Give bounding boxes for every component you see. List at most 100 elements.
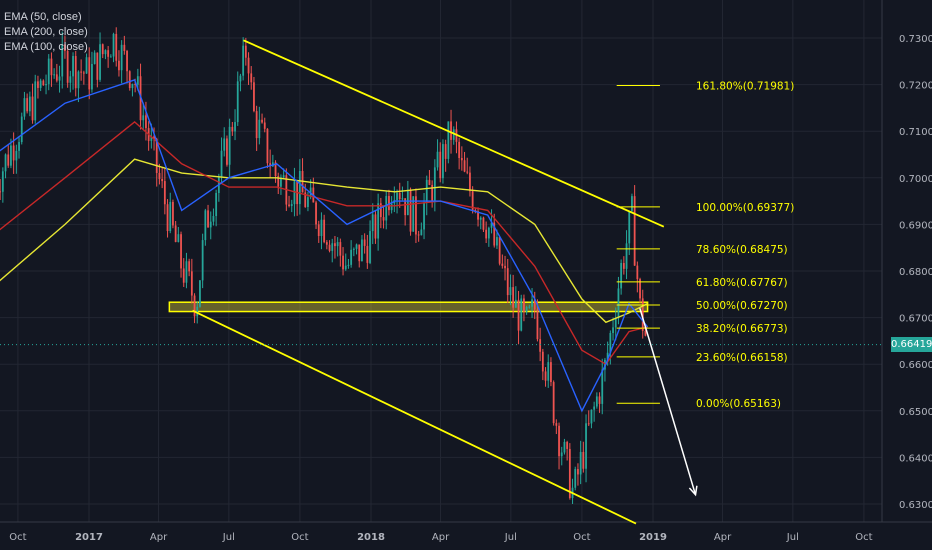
candle-body [26, 98, 29, 112]
candle-body [485, 229, 488, 239]
candle-body [250, 73, 253, 83]
ema200-line[interactable] [0, 120, 648, 366]
candle-body [523, 298, 525, 312]
candle-body [493, 222, 496, 246]
candle-body [7, 154, 10, 166]
candle-body [331, 243, 334, 251]
candle-body [228, 126, 231, 165]
fib-level-label: 23.60%(0.66158) [696, 352, 788, 364]
candle-body [209, 221, 212, 228]
candle-body [163, 181, 166, 205]
candle-body [442, 144, 444, 179]
candle-body [398, 192, 401, 200]
fib-level-label: 161.80%(0.71981) [696, 80, 794, 92]
candle-body [612, 327, 614, 334]
candle-body [439, 151, 442, 179]
candle-body [131, 84, 134, 89]
legend-ema200[interactable]: EMA (200, close) [4, 26, 88, 38]
candle-body [223, 138, 226, 151]
candle-body [509, 287, 512, 296]
candle-body [352, 248, 355, 250]
candle-body [201, 240, 204, 281]
support-zone[interactable] [168, 301, 649, 313]
candle-body [69, 76, 72, 83]
candle-body [336, 242, 339, 247]
candle-body [85, 57, 88, 74]
candle-body [558, 425, 560, 457]
candle-body [172, 201, 174, 226]
candle-body [482, 217, 485, 230]
candle-body [37, 81, 39, 88]
candle-body [396, 192, 398, 201]
candle-body [88, 57, 91, 90]
candle-body [282, 175, 285, 178]
candle-body [91, 63, 93, 90]
legend-ema50[interactable]: EMA (50, close) [4, 11, 82, 23]
candle-body [401, 198, 404, 200]
candle-body [417, 234, 420, 236]
candle-body [425, 179, 428, 203]
fib-level-label: 78.60%(0.68475) [696, 244, 788, 256]
candle-body [174, 225, 177, 242]
candle-body [541, 351, 544, 372]
ema50-line[interactable] [0, 79, 649, 413]
candle-body [31, 96, 34, 121]
candle-body [199, 280, 201, 307]
candle-body [93, 52, 96, 64]
candle-body [388, 196, 390, 211]
candle-body [136, 76, 139, 85]
candle-body [369, 231, 371, 263]
candle-body [190, 271, 193, 296]
candle-body [350, 249, 353, 265]
candle-body [34, 81, 37, 121]
candle-body [74, 56, 77, 89]
time-tick-label: 2019 [639, 532, 667, 543]
candle-body [622, 263, 625, 269]
candle-body [185, 261, 188, 283]
candle-body [112, 33, 115, 57]
lower-trendline[interactable] [192, 309, 637, 525]
candle-body [231, 126, 234, 132]
candle-body [50, 58, 53, 76]
candle-body [193, 295, 196, 317]
candle-body [641, 298, 644, 331]
candle-body [58, 76, 61, 81]
candle-body [496, 237, 498, 246]
candle-body [355, 244, 358, 249]
candle-body [512, 287, 515, 308]
candle-body [99, 44, 101, 80]
time-tick-label: Oct [9, 532, 26, 543]
candle-body [566, 441, 569, 449]
candle-body [552, 382, 555, 424]
candle-body [258, 119, 261, 139]
candle-body [544, 371, 547, 381]
candle-body [188, 261, 191, 272]
candle-body [180, 234, 182, 269]
fib-level-label: 100.00%(0.69377) [696, 202, 794, 214]
candle-body [474, 209, 477, 212]
candle-body [636, 265, 639, 280]
candle-body [72, 56, 74, 77]
candle-body [55, 74, 58, 81]
candle-body [633, 196, 636, 266]
candle-body [617, 288, 620, 319]
candle-body [479, 217, 482, 220]
candle-body [385, 196, 388, 221]
candle-body [123, 44, 126, 51]
legend-ema100[interactable]: EMA (100, close) [4, 41, 88, 53]
candle-body [590, 409, 593, 424]
candle-body [45, 84, 47, 86]
time-tick-label: Jul [786, 532, 799, 543]
candle-body [28, 96, 31, 112]
candle-body [115, 33, 118, 61]
candle-body [142, 115, 145, 121]
projection-arrow[interactable] [639, 308, 697, 495]
upper-trendline[interactable] [243, 39, 665, 228]
candle-body [4, 154, 7, 172]
ema100-line[interactable] [0, 158, 648, 324]
time-tick-label: 2018 [357, 532, 385, 543]
